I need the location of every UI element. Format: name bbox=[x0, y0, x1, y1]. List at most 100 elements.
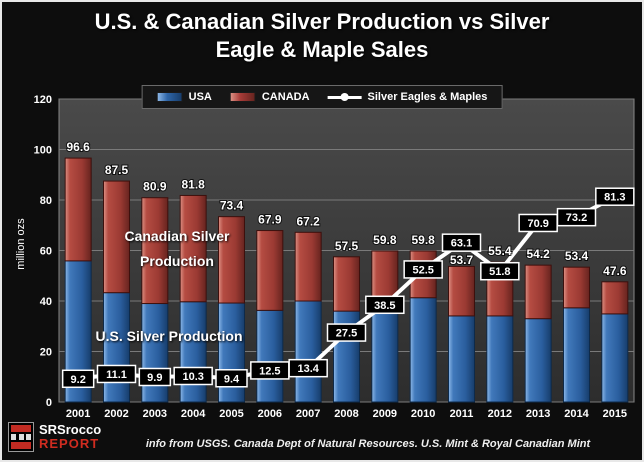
legend-label-usa: USA bbox=[188, 91, 212, 103]
line-value-box bbox=[61, 369, 95, 389]
canada-bar bbox=[256, 230, 284, 311]
usa-bar bbox=[409, 297, 437, 403]
canada-bar bbox=[294, 231, 322, 302]
x-tick-label: 2008 bbox=[334, 408, 358, 420]
total-label: 73.4 bbox=[220, 199, 244, 213]
usa-bar bbox=[486, 315, 514, 403]
y-tick-label: 0 bbox=[46, 397, 52, 409]
usa-swatch bbox=[156, 92, 183, 102]
line-value-label: 70.9 bbox=[527, 218, 548, 230]
annotation-us-production: U.S. Silver Production bbox=[95, 328, 243, 344]
line-value-box bbox=[441, 233, 482, 252]
line-value-label: 73.2 bbox=[566, 212, 587, 224]
x-tick-label: 2002 bbox=[104, 408, 128, 420]
total-label: 87.5 bbox=[105, 163, 129, 177]
line-value-label: 9.2 bbox=[71, 374, 86, 386]
title-line-1: U.S. & Canadian Silver Production vs Sil… bbox=[94, 9, 550, 34]
x-tick-label: 2005 bbox=[219, 408, 243, 420]
brand-name: SRSrocco bbox=[39, 421, 102, 437]
canada-bar bbox=[563, 266, 590, 309]
canada-bar bbox=[64, 157, 92, 262]
line-value-box bbox=[480, 261, 520, 281]
x-tick-label: 2010 bbox=[411, 408, 435, 420]
line-value-label: 13.4 bbox=[297, 363, 319, 375]
total-label: 53.4 bbox=[565, 249, 589, 263]
usa-bar bbox=[448, 315, 475, 403]
annotation-canadian-production: Canadian Silver Production bbox=[124, 228, 230, 269]
line-value-label: 52.5 bbox=[412, 264, 433, 276]
total-label: 47.6 bbox=[603, 264, 627, 278]
x-tick-label: 2011 bbox=[450, 408, 474, 420]
line-value-box bbox=[215, 369, 248, 388]
usa-bar bbox=[141, 303, 169, 403]
usa-bar bbox=[601, 313, 629, 403]
y-tick-label: 40 bbox=[40, 296, 52, 308]
line-value-box bbox=[138, 367, 172, 387]
canada-swatch bbox=[229, 92, 256, 102]
total-label: 67.9 bbox=[258, 213, 282, 227]
line-value-label: 38.5 bbox=[374, 300, 395, 312]
line-value-box bbox=[403, 260, 443, 279]
line-value-box bbox=[288, 358, 328, 378]
x-tick-label: 2004 bbox=[181, 408, 206, 420]
line-value-label: 10.3 bbox=[182, 371, 203, 383]
line-value-label: 12.5 bbox=[259, 365, 280, 377]
x-tick-label: 2001 bbox=[66, 408, 90, 420]
footer: SRSrocco REPORT info from USGS. Canada D… bbox=[2, 420, 642, 460]
total-label: 55.4 bbox=[488, 244, 512, 258]
y-tick-label: 20 bbox=[40, 347, 52, 359]
x-tick-label: 2015 bbox=[603, 408, 627, 420]
title-line-2: Eagle & Maple Sales bbox=[215, 37, 429, 62]
line-value-box bbox=[595, 187, 635, 206]
line-value-label: 9.4 bbox=[224, 373, 240, 385]
total-label: 67.2 bbox=[296, 214, 320, 228]
canada-bar bbox=[448, 265, 475, 317]
x-tick-label: 2003 bbox=[143, 408, 167, 420]
total-label: 53.7 bbox=[450, 253, 474, 267]
x-tick-label: 2013 bbox=[526, 408, 550, 420]
legend-item-eagles-maples: Silver Eagles & Maples bbox=[327, 91, 488, 103]
canada-bar bbox=[524, 264, 552, 320]
line-series-icon bbox=[327, 92, 362, 102]
srsrocco-logo-icon bbox=[8, 422, 34, 452]
line-value-label: 9.9 bbox=[147, 372, 162, 384]
line-value-label: 63.1 bbox=[451, 238, 472, 250]
y-axis-title: million ozs bbox=[15, 218, 27, 270]
line-value-box bbox=[96, 364, 137, 384]
usa-bar bbox=[563, 307, 590, 403]
line-value-box bbox=[556, 207, 597, 227]
x-tick-label: 2006 bbox=[258, 408, 282, 420]
usa-bar bbox=[256, 309, 284, 403]
x-tick-label: 2007 bbox=[296, 408, 320, 420]
canada-bar bbox=[141, 197, 169, 305]
brand-subtitle: REPORT bbox=[39, 436, 100, 451]
total-label: 80.9 bbox=[143, 180, 167, 194]
canada-bar bbox=[601, 281, 629, 315]
canada-bar bbox=[103, 180, 130, 294]
chart-legend: USA CANADA Silver Eagles & Maples bbox=[141, 85, 503, 109]
legend-item-canada: CANADA bbox=[229, 91, 310, 103]
brand-text: SRSrocco REPORT bbox=[39, 421, 102, 452]
legend-label-eagles-maples: Silver Eagles & Maples bbox=[367, 91, 488, 103]
total-label: 54.2 bbox=[526, 247, 550, 261]
usa-bar bbox=[103, 292, 130, 403]
total-label: 96.6 bbox=[66, 140, 90, 154]
usa-bar bbox=[294, 300, 322, 403]
line-value-box bbox=[365, 295, 405, 315]
y-tick-label: 60 bbox=[40, 246, 52, 258]
usa-bar bbox=[179, 301, 207, 403]
y-tick-label: 120 bbox=[34, 94, 52, 106]
line-value-label: 81.3 bbox=[604, 192, 625, 204]
canada-bar bbox=[333, 256, 360, 312]
usa-bar bbox=[524, 318, 552, 403]
chart-title: U.S. & Canadian Silver Production vs Sil… bbox=[2, 8, 642, 64]
srsrocco-logo: SRSrocco REPORT bbox=[8, 422, 101, 452]
canada-bar bbox=[179, 194, 207, 303]
y-tick-label: 80 bbox=[40, 195, 52, 207]
y-tick-label: 100 bbox=[34, 145, 52, 157]
total-label: 59.8 bbox=[411, 233, 435, 247]
canada-bar bbox=[218, 216, 245, 304]
line-value-label: 11.1 bbox=[106, 369, 127, 381]
